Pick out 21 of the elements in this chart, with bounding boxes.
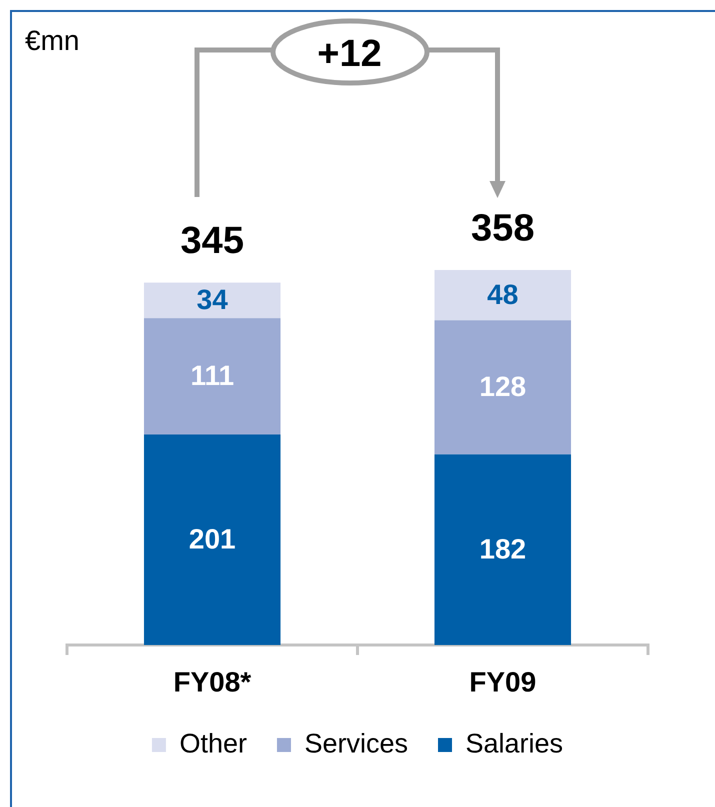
data-label: 128 [479,371,526,402]
data-label: 34 [196,284,228,316]
legend-label: Salaries [466,728,564,758]
total-label: 345 [180,220,244,262]
legend-label: Other [179,728,247,758]
bar [434,320,572,454]
x-tick-label: FY08* [173,666,252,698]
data-label: 182 [479,533,526,564]
legend-label: Services [304,728,408,758]
bar [144,318,281,434]
text: €mn [25,25,80,56]
bar [434,454,572,645]
bar [144,434,281,645]
text: +12 [317,33,382,75]
data-label: 48 [487,278,518,310]
data-label: 111 [190,360,234,392]
x-tick-label: FY09 [469,666,536,698]
data-label: 201 [188,523,236,554]
bar [144,282,281,318]
bar [434,270,572,320]
total-label: 358 [471,207,534,250]
